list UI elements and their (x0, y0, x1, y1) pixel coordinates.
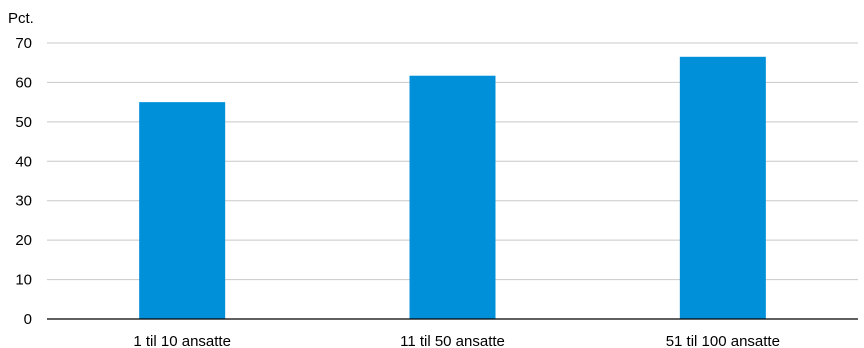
y-tick-label: 40 (15, 153, 32, 170)
x-category-label: 11 til 50 ansatte (400, 333, 505, 348)
bars (139, 56, 766, 320)
x-axis-labels: 1 til 10 ansatte 11 til 50 ansatte 51 til … (133, 333, 780, 348)
y-tick-label: 60 (15, 74, 32, 91)
bar (679, 56, 766, 320)
y-tick-label: 20 (15, 232, 32, 249)
y-axis-ticks: 0 10 20 30 40 50 60 70 (15, 35, 32, 328)
y-axis-unit-label: Pct. (8, 10, 34, 27)
y-tick-label: 50 (15, 114, 32, 131)
y-tick-label: 10 (15, 272, 32, 289)
bar (409, 75, 496, 320)
y-tick-label: 70 (15, 35, 32, 52)
x-category-label: 51 til 100 ansatte (666, 333, 780, 348)
y-tick-label: 30 (15, 193, 32, 210)
y-tick-label: 0 (24, 311, 32, 328)
x-category-label: 1 til 10 ansatte (133, 333, 231, 348)
bar (139, 102, 226, 320)
